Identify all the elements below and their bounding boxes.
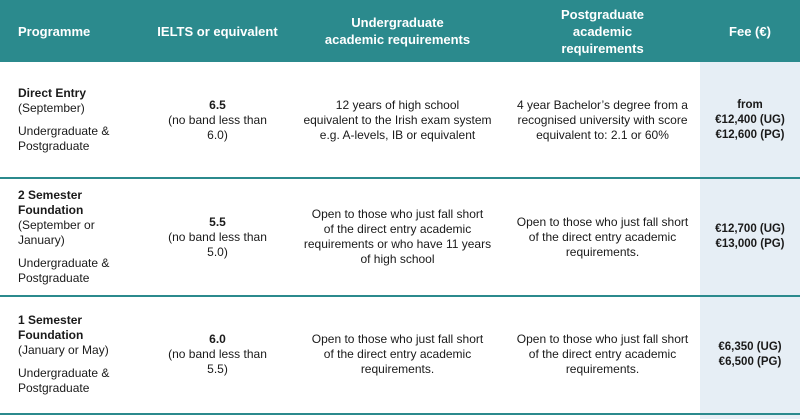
- pg-text: 4 year Bachelor’s degree from a: [517, 97, 688, 112]
- pg-requirements-cell: 4 year Bachelor’s degree from a recognis…: [505, 62, 700, 178]
- ug-text: e.g. A-levels, IB or equivalent: [319, 127, 476, 142]
- ug-text: of the direct entry academic: [323, 347, 472, 361]
- ielts-score: 6.0: [209, 332, 226, 346]
- programme-level: Undergraduate &: [18, 256, 110, 270]
- ug-text: requirements.: [360, 362, 435, 376]
- pg-text: of the direct entry academic: [528, 229, 677, 244]
- table-row: Direct Entry (September) Undergraduate &…: [0, 62, 800, 178]
- ielts-cell: 6.0 (no band less than 5.5): [145, 296, 290, 413]
- fee-ug: €12,700 (UG): [715, 223, 785, 235]
- programme-level: Undergraduate &: [18, 366, 110, 380]
- ug-requirements-cell: 12 years of high school equivalent to th…: [290, 62, 505, 178]
- ug-requirements-cell: Open to those who just fall short of the…: [290, 178, 505, 296]
- programme-level: Postgraduate: [18, 381, 90, 395]
- fee-ug: €6,350 (UG): [718, 340, 782, 353]
- pg-requirements-cell: Open to those who just fall short of the…: [505, 296, 700, 413]
- ielts-note: 6.0): [207, 127, 228, 142]
- programme-name: 1 Semester Foundation: [18, 313, 84, 342]
- ug-text: Open to those who just fall short: [311, 332, 484, 346]
- fee-cell: €6,350 (UG) €6,500 (PG): [700, 296, 800, 413]
- fee-pg: €13,000 (PG): [715, 238, 785, 250]
- pg-text: requirements.: [565, 362, 640, 376]
- programme-intake: (September or January): [18, 218, 95, 247]
- ug-text: Open to those who just fall short: [311, 207, 484, 221]
- ielts-cell: 6.5 (no band less than 6.0): [145, 62, 290, 178]
- table-header: Programme IELTS or equivalent Undergradu…: [0, 0, 800, 62]
- programme-level: Postgraduate: [18, 271, 90, 285]
- ug-text: of high school: [360, 252, 435, 266]
- programme-level: Undergraduate &: [18, 124, 110, 138]
- row-divider: [0, 295, 800, 297]
- header-fee: Fee (€): [729, 23, 771, 39]
- table-row: 2 Semester Foundation (September or Janu…: [0, 178, 800, 296]
- programme-cell: 1 Semester Foundation (January or May) U…: [0, 296, 145, 413]
- ielts-cell: 5.5 (no band less than 5.0): [145, 178, 290, 296]
- header-programme: Programme: [18, 23, 91, 39]
- header-ug-requirements: Undergraduate academic requirements: [324, 15, 471, 47]
- ug-requirements-cell: Open to those who just fall short of the…: [290, 296, 505, 413]
- ug-text: equivalent to the Irish exam system: [303, 112, 492, 127]
- ielts-note: (no band less than: [168, 347, 267, 361]
- programme-name: Direct Entry: [18, 86, 87, 100]
- pg-text: equivalent to: 2.1 or 60%: [536, 127, 669, 142]
- ielts-score: 5.5: [209, 214, 226, 229]
- pg-requirements-cell: Open to those who just fall short of the…: [505, 178, 700, 296]
- pg-text: recognised university with score: [517, 112, 688, 127]
- fee-pg: €6,500 (PG): [718, 355, 782, 368]
- programme-name: 2 Semester Foundation: [18, 188, 84, 217]
- pg-text: Open to those who just fall short: [516, 332, 689, 346]
- pg-text: requirements.: [565, 244, 640, 259]
- fee-pg: €12,600 (PG): [715, 128, 785, 141]
- ug-text: 12 years of high school: [335, 97, 460, 112]
- row-divider: [0, 177, 800, 179]
- programme-cell: 2 Semester Foundation (September or Janu…: [0, 178, 145, 296]
- programme-level: Postgraduate: [18, 139, 90, 153]
- fee-cell: from €12,400 (UG) €12,600 (PG): [700, 62, 800, 178]
- ielts-note: (no band less than: [168, 112, 267, 127]
- ielts-note: (no band less than: [168, 229, 267, 244]
- table-row: 1 Semester Foundation (January or May) U…: [0, 296, 800, 413]
- ug-text: requirements or who have 11 years: [303, 237, 492, 251]
- fee-prefix: from: [737, 98, 763, 111]
- ielts-note: 5.0): [207, 244, 228, 259]
- fee-ug: €12,400 (UG): [715, 113, 785, 126]
- pg-text: Open to those who just fall short: [516, 214, 689, 229]
- programme-cell: Direct Entry (September) Undergraduate &…: [0, 62, 145, 178]
- fee-cell: €12,700 (UG) €13,000 (PG): [700, 178, 800, 296]
- row-divider: [0, 413, 800, 415]
- pg-text: of the direct entry academic: [528, 347, 677, 361]
- fee-column-band: [700, 62, 800, 419]
- ielts-score: 6.5: [209, 97, 226, 112]
- programme-intake: (January or May): [18, 343, 109, 357]
- header-pg-requirements: Postgraduate academic requirements: [560, 6, 645, 56]
- header-ielts: IELTS or equivalent: [157, 23, 278, 39]
- programme-intake: (September): [18, 101, 85, 115]
- ielts-note: 5.5): [207, 362, 228, 376]
- ug-text: of the direct entry academic: [323, 222, 472, 236]
